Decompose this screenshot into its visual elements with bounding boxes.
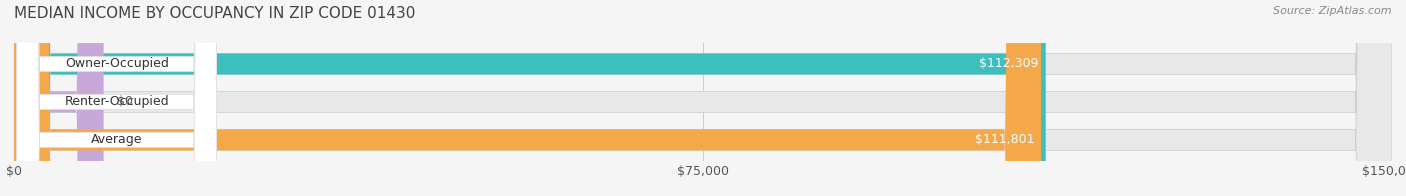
FancyBboxPatch shape [14, 0, 104, 196]
FancyBboxPatch shape [14, 0, 1392, 196]
Text: $0: $0 [118, 95, 134, 108]
Text: $111,801: $111,801 [974, 133, 1035, 146]
FancyBboxPatch shape [14, 0, 1392, 196]
Text: Source: ZipAtlas.com: Source: ZipAtlas.com [1274, 6, 1392, 16]
Text: Average: Average [91, 133, 142, 146]
Text: Renter-Occupied: Renter-Occupied [65, 95, 169, 108]
FancyBboxPatch shape [17, 0, 217, 196]
FancyBboxPatch shape [14, 0, 1392, 196]
Text: $112,309: $112,309 [980, 57, 1039, 71]
FancyBboxPatch shape [14, 0, 1046, 196]
FancyBboxPatch shape [17, 0, 217, 196]
Text: Owner-Occupied: Owner-Occupied [65, 57, 169, 71]
Text: MEDIAN INCOME BY OCCUPANCY IN ZIP CODE 01430: MEDIAN INCOME BY OCCUPANCY IN ZIP CODE 0… [14, 6, 415, 21]
FancyBboxPatch shape [17, 0, 217, 196]
FancyBboxPatch shape [14, 0, 1040, 196]
